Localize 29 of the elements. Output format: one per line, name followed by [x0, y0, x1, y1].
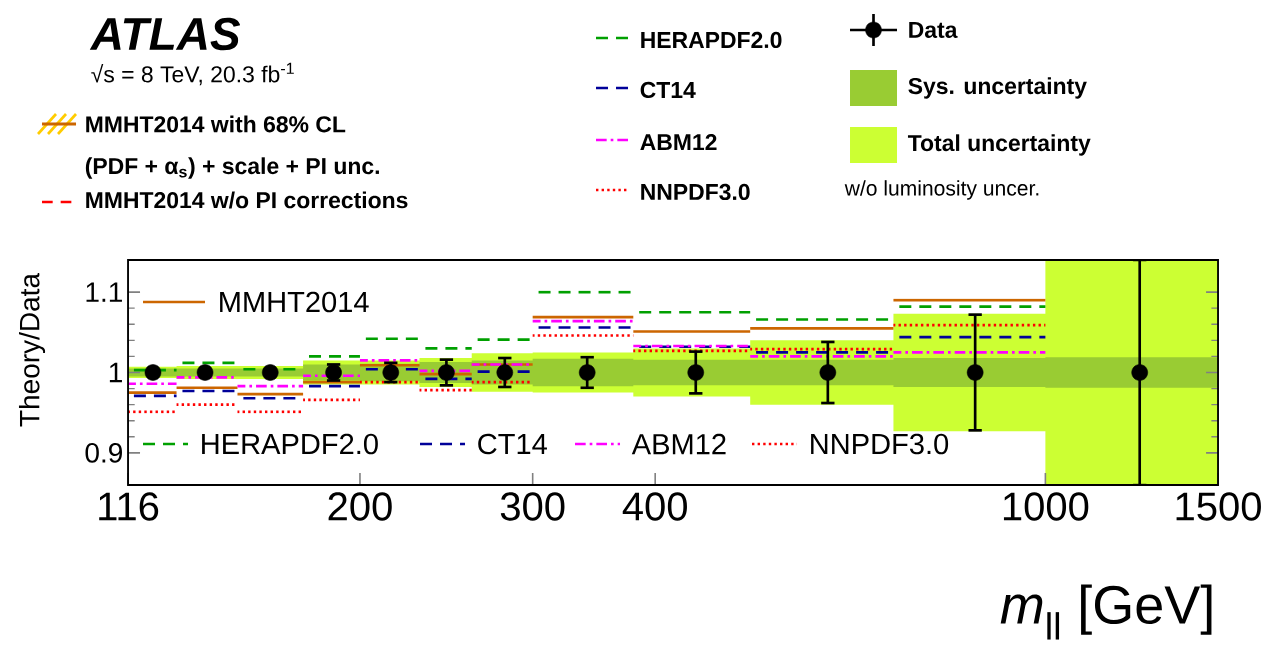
- legend-label: NNPDF3.0: [811, 433, 949, 455]
- x-axis-title: m$_{ll}$ [GeV]: [1000, 584, 1212, 640]
- text: MMHT2014 w/o PI corrections: [86, 191, 408, 209]
- text: ATLAS: [89, 17, 241, 51]
- y-tick-label: 0.9: [85, 442, 122, 463]
- x-tick-label: 1500: [1176, 492, 1261, 521]
- x-tick-label: 300: [500, 492, 565, 521]
- x-tick-label: 116: [99, 492, 159, 521]
- text: √s = 8 TeV, 20.3 fb$^{-1}$: [91, 62, 294, 86]
- y-tick-label: 1.1: [86, 282, 122, 302]
- legend-label: MMHT2014: [220, 291, 369, 313]
- y-axis-title: Theory/Data: [18, 272, 46, 427]
- legend-label: Data: [909, 21, 958, 38]
- y-tick-label: 1: [109, 362, 122, 383]
- text: w/o luminosity uncer.: [844, 180, 1039, 200]
- x-tick-label: 200: [328, 492, 392, 521]
- legend-label: CT14: [478, 433, 547, 455]
- x-tick-label: 1000: [1003, 492, 1089, 521]
- text: HERAPDF2.0: [641, 31, 782, 49]
- legend-label: Total uncertainty: [907, 134, 1091, 156]
- x-tick-label: 400: [622, 492, 687, 521]
- legend-label: Sys. uncertainty: [908, 77, 1087, 99]
- text: ABM12: [640, 133, 717, 150]
- legend-label: ABM12: [631, 433, 726, 455]
- text: MMHT2014 with 68% CL: [86, 115, 346, 133]
- text: (PDF + α$_{s}$) + scale + PI unc.: [85, 157, 379, 179]
- legend-label: HERAPDF2.0: [202, 433, 378, 455]
- text: CT14: [640, 81, 696, 99]
- text: NNPDF3.0: [641, 183, 750, 201]
